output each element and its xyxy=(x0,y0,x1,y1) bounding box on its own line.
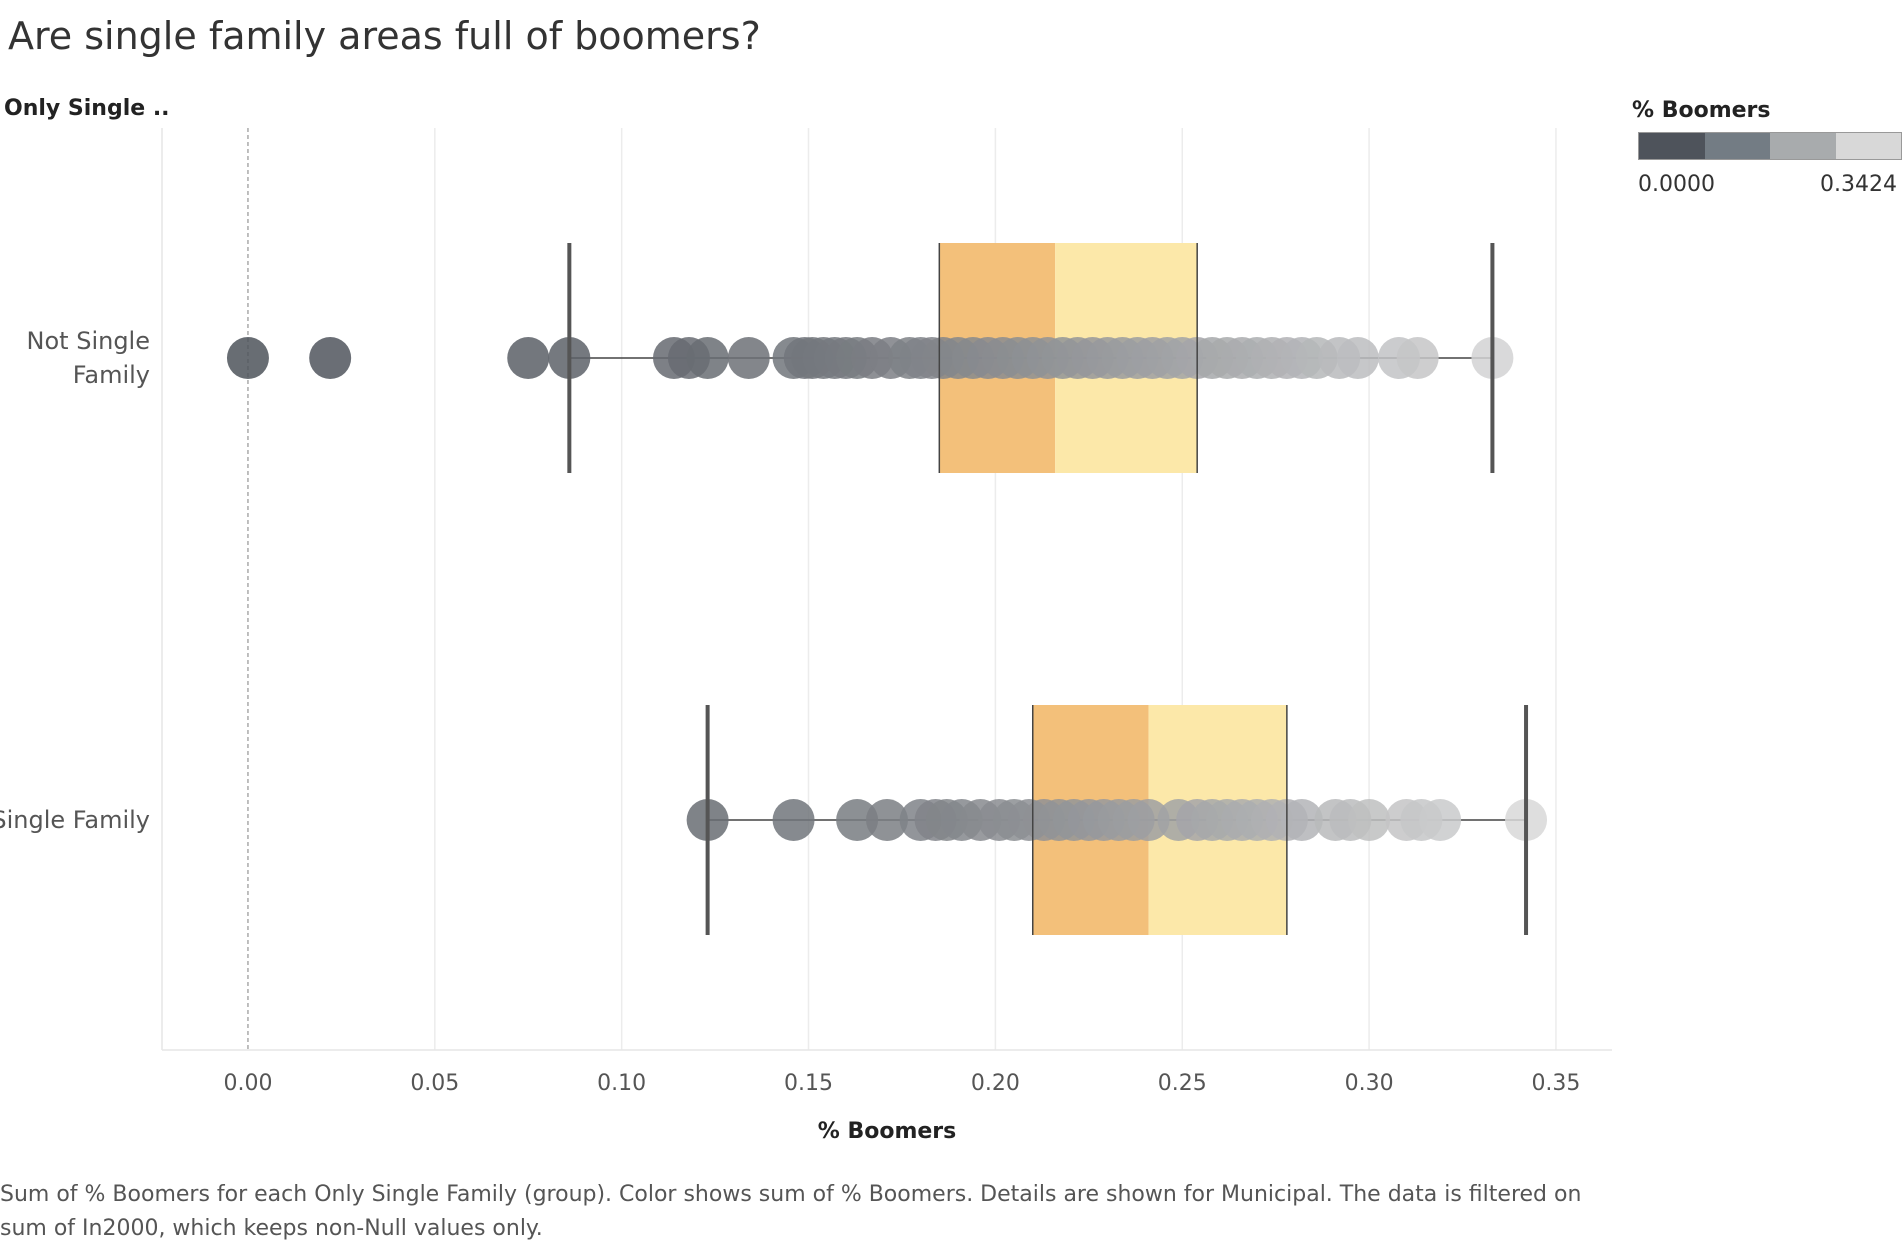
category-label: Single Family xyxy=(0,806,150,834)
data-point xyxy=(1348,799,1391,841)
legend-title: % Boomers xyxy=(1632,98,1771,123)
x-tick-label: 0.05 xyxy=(410,1071,459,1096)
data-point xyxy=(1280,799,1323,841)
whiskers xyxy=(567,243,1529,935)
data-point xyxy=(1336,337,1379,379)
x-tick-label: 0.25 xyxy=(1158,1071,1207,1096)
x-tick-label: 0.35 xyxy=(1531,1071,1580,1096)
data-point xyxy=(1419,799,1462,841)
chart-title: Are single family areas full of boomers? xyxy=(8,14,761,58)
category-label-line: Single Family xyxy=(0,806,150,834)
x-axis-title: % Boomers xyxy=(818,1119,957,1144)
data-point xyxy=(836,799,879,841)
data-point xyxy=(309,337,352,379)
legend-min-label: 0.0000 xyxy=(1638,172,1715,197)
x-tick-label: 0.10 xyxy=(597,1071,646,1096)
x-tick-label: 0.00 xyxy=(223,1071,272,1096)
category-label: Not Single Family xyxy=(27,327,150,389)
category-labels: Not Single Family Single Family xyxy=(0,327,150,834)
x-tick-label: 0.30 xyxy=(1345,1071,1394,1096)
data-point xyxy=(226,337,269,379)
x-axis: 0.00 0.05 0.10 0.15 0.20 0.25 0.30 0.35 % Boomer… xyxy=(223,1071,1580,1144)
data-point xyxy=(866,799,908,841)
data-point xyxy=(1396,337,1439,379)
legend-swatch-1 xyxy=(1639,133,1705,159)
data-point xyxy=(772,799,815,841)
legend-color-ramp[interactable] xyxy=(1638,132,1902,160)
data-point xyxy=(1127,799,1170,841)
data-points xyxy=(226,337,1548,841)
category-label-line: Not Single xyxy=(27,327,150,355)
legend-max-label: 0.3424 xyxy=(1820,172,1897,197)
legend-swatch-4 xyxy=(1835,133,1901,159)
data-point xyxy=(686,337,729,379)
gridlines xyxy=(161,128,1612,1051)
data-point xyxy=(507,337,550,379)
legend-swatch-2 xyxy=(1704,133,1770,159)
chart-caption: Sum of % Boomers for each Only Single Fa… xyxy=(0,1182,1582,1241)
category-label-line: Family xyxy=(73,361,150,389)
x-tick-label: 0.20 xyxy=(971,1071,1020,1096)
legend-swatch-3 xyxy=(1770,133,1836,159)
row-field-header[interactable]: Only Single .. xyxy=(4,96,170,121)
data-point xyxy=(727,337,770,379)
x-tick-label: 0.15 xyxy=(784,1071,833,1096)
